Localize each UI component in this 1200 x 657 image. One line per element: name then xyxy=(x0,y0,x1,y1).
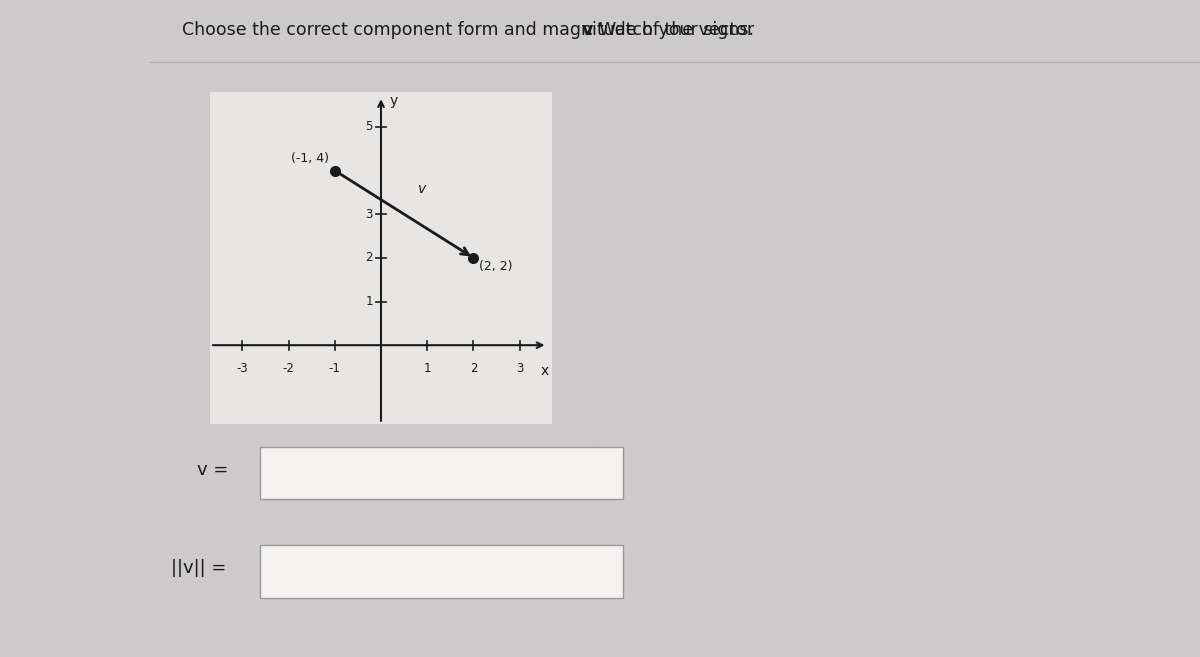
Text: x: x xyxy=(541,363,550,378)
Text: Choose the correct component form and magnitude of the vector: Choose the correct component form and ma… xyxy=(181,20,760,39)
Text: 1: 1 xyxy=(424,362,431,374)
Text: (2, 2): (2, 2) xyxy=(479,260,512,273)
Text: -1: -1 xyxy=(329,362,341,374)
Text: v: v xyxy=(582,20,593,39)
Text: y: y xyxy=(389,94,397,108)
Text: ▲: ▲ xyxy=(607,578,612,584)
Text: 3: 3 xyxy=(365,208,373,221)
Text: -2: -2 xyxy=(283,362,294,374)
Text: v: v xyxy=(418,182,426,196)
FancyBboxPatch shape xyxy=(260,545,623,598)
Text: 2: 2 xyxy=(469,362,478,374)
FancyBboxPatch shape xyxy=(260,447,623,499)
Text: 1: 1 xyxy=(365,295,373,308)
Text: . Watch your signs.: . Watch your signs. xyxy=(588,20,755,39)
Text: -3: -3 xyxy=(236,362,248,374)
Text: [ Select ]: [ Select ] xyxy=(272,466,342,480)
Text: (-1, 4): (-1, 4) xyxy=(292,152,329,166)
Text: ▲: ▲ xyxy=(607,479,612,486)
Text: 3: 3 xyxy=(516,362,523,374)
Text: [ Select ]: [ Select ] xyxy=(272,564,342,579)
Text: ▼: ▼ xyxy=(607,568,612,575)
Text: ||v|| =: ||v|| = xyxy=(172,559,227,578)
Text: 2: 2 xyxy=(365,252,373,264)
Text: 5: 5 xyxy=(365,120,373,133)
Text: ▼: ▼ xyxy=(607,470,612,476)
Text: v =: v = xyxy=(197,461,229,479)
